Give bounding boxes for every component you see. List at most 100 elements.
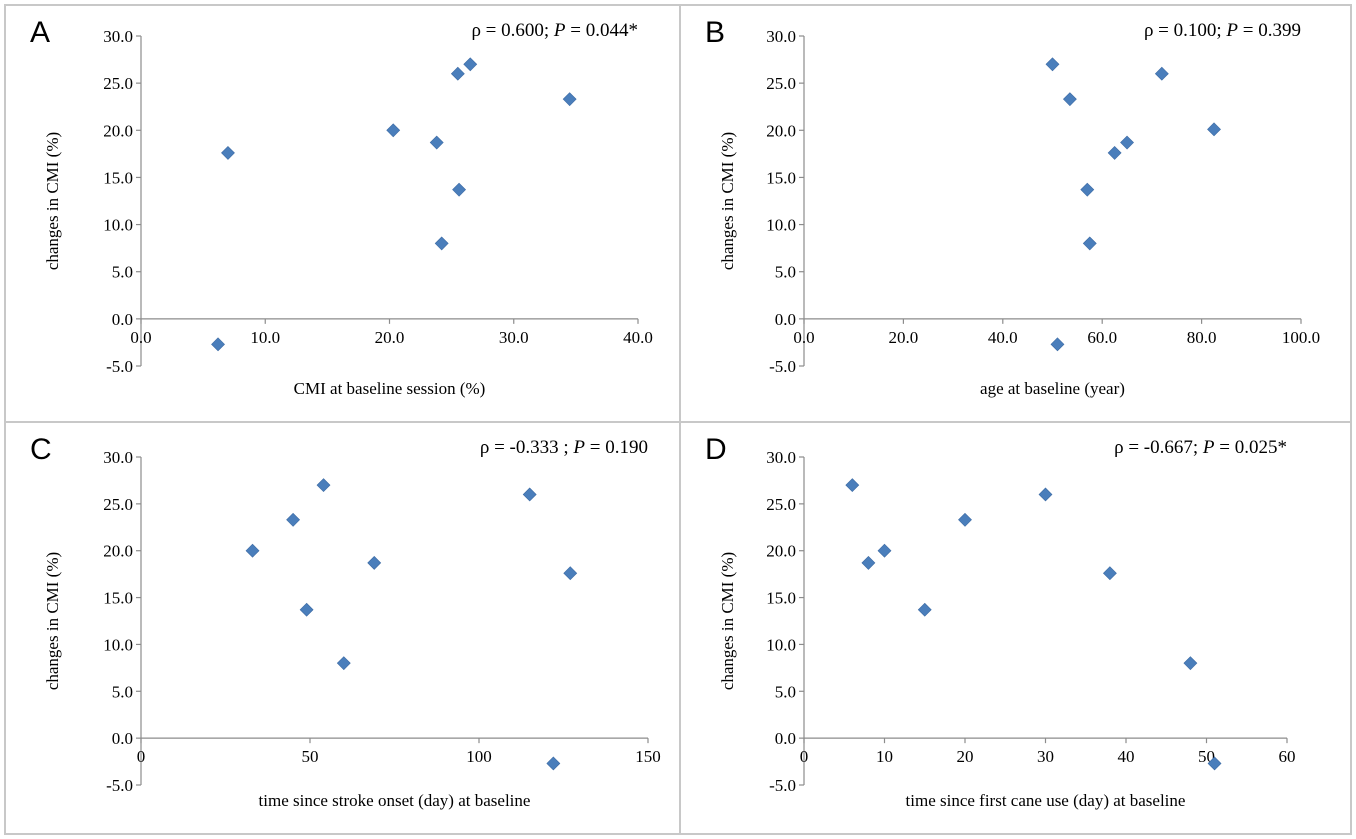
y-tick-label: 5.0 xyxy=(112,682,133,701)
data-point-marker xyxy=(1102,566,1117,581)
data-point-marker xyxy=(245,543,260,558)
data-point-marker xyxy=(211,337,225,352)
y-tick-label: 15.0 xyxy=(103,168,133,187)
data-point-marker xyxy=(434,236,449,251)
x-tick-label: 40 xyxy=(1118,747,1135,766)
stat-rho: ρ = 0.100; xyxy=(1144,20,1226,41)
data-point-marker xyxy=(429,135,444,150)
y-tick-label: -5.0 xyxy=(106,776,133,795)
x-axis-title: CMI at baseline session (%) xyxy=(294,379,486,398)
x-axis-title: time since first cane use (day) at basel… xyxy=(906,791,1186,810)
x-tick-label: 30 xyxy=(1037,747,1054,766)
stat-p-value: = 0.190 xyxy=(585,437,648,458)
data-point-marker xyxy=(450,66,465,81)
x-axis-title: time since stroke onset (day) at baselin… xyxy=(259,791,531,810)
y-tick-label: 25.0 xyxy=(103,74,133,93)
panel-letter: D xyxy=(705,433,727,466)
y-tick-label: 10.0 xyxy=(103,216,133,235)
data-point-marker xyxy=(958,512,972,527)
y-tick-label: 15.0 xyxy=(766,589,796,608)
x-tick-label: 0 xyxy=(137,747,146,766)
y-tick-label: 0.0 xyxy=(775,310,796,329)
y-tick-label: 0.0 xyxy=(112,310,133,329)
y-tick-label: 5.0 xyxy=(775,263,796,282)
x-tick-label: 60 xyxy=(1279,747,1296,766)
y-tick-label: 30.0 xyxy=(766,448,796,467)
data-point-marker xyxy=(1183,656,1198,671)
stat-rho: ρ = -0.333 ; xyxy=(480,437,574,458)
y-tick-label: -5.0 xyxy=(106,357,133,376)
stat-p-value: = 0.025* xyxy=(1215,437,1287,458)
x-tick-label: 60.0 xyxy=(1087,328,1117,347)
stat-rho: ρ = -0.667; xyxy=(1114,437,1203,458)
y-tick-label: 5.0 xyxy=(112,263,133,282)
y-tick-label: 15.0 xyxy=(103,589,133,608)
data-point-marker xyxy=(1062,92,1077,107)
stat-p-symbol: P xyxy=(1225,20,1238,41)
data-point-marker xyxy=(1207,122,1221,137)
x-tick-label: 0.0 xyxy=(793,328,814,347)
data-point-marker xyxy=(1107,145,1122,160)
data-point-marker xyxy=(386,123,401,138)
y-tick-label: 25.0 xyxy=(766,74,796,93)
data-point-marker xyxy=(1038,487,1053,502)
data-point-marker xyxy=(367,555,382,570)
x-tick-label: 50 xyxy=(302,747,319,766)
y-tick-label: 20.0 xyxy=(766,121,796,140)
y-tick-label: 20.0 xyxy=(103,542,133,561)
data-point-marker xyxy=(286,512,301,527)
x-tick-label: 0 xyxy=(800,747,809,766)
x-tick-label: 20 xyxy=(957,747,974,766)
x-axis-title: age at baseline (year) xyxy=(980,379,1125,398)
data-point-marker xyxy=(316,478,331,493)
data-point-marker xyxy=(1050,337,1065,352)
x-tick-label: 150 xyxy=(635,747,661,766)
y-tick-label: -5.0 xyxy=(769,357,796,376)
y-tick-label: 30.0 xyxy=(103,27,133,46)
y-tick-label: 0.0 xyxy=(112,729,133,748)
x-tick-label: 30.0 xyxy=(499,328,529,347)
stat-p-symbol: P xyxy=(572,437,585,458)
stat-p-symbol: P xyxy=(1202,437,1215,458)
data-point-marker xyxy=(845,478,860,493)
y-tick-label: 10.0 xyxy=(766,216,796,235)
x-tick-label: 10.0 xyxy=(250,328,280,347)
data-point-marker xyxy=(336,656,351,671)
x-tick-label: 10 xyxy=(876,747,893,766)
y-tick-label: 30.0 xyxy=(103,448,133,467)
y-tick-label: -5.0 xyxy=(769,776,796,795)
data-point-marker xyxy=(877,543,892,558)
y-tick-label: 30.0 xyxy=(766,27,796,46)
data-point-marker xyxy=(917,602,932,617)
panel-letter: A xyxy=(30,16,50,49)
stat-p-symbol: P xyxy=(553,20,566,41)
y-tick-label: 0.0 xyxy=(775,729,796,748)
data-point-marker xyxy=(463,57,478,72)
panel-letter: B xyxy=(705,16,725,49)
stat-p-value: = 0.044* xyxy=(566,20,638,41)
x-tick-label: 40.0 xyxy=(623,328,653,347)
correlation-stat: ρ = -0.333 ; P = 0.190 xyxy=(480,437,648,458)
stat-rho: ρ = 0.600; xyxy=(471,20,553,41)
data-point-marker xyxy=(522,487,537,502)
x-tick-label: 80.0 xyxy=(1187,328,1217,347)
correlation-stat: ρ = 0.600; P = 0.044* xyxy=(471,20,638,41)
x-tick-label: 100 xyxy=(466,747,492,766)
y-tick-label: 15.0 xyxy=(766,168,796,187)
correlation-stat: ρ = 0.100; P = 0.399 xyxy=(1144,20,1301,41)
x-tick-label: 40.0 xyxy=(988,328,1018,347)
data-point-marker xyxy=(1080,182,1095,197)
x-tick-label: 100.0 xyxy=(1282,328,1320,347)
data-point-marker xyxy=(299,602,314,617)
data-point-marker xyxy=(861,555,876,570)
x-tick-label: 20.0 xyxy=(375,328,405,347)
y-axis-title: changes in CMI (%) xyxy=(43,552,62,690)
y-axis-title: changes in CMI (%) xyxy=(43,132,62,270)
y-tick-label: 25.0 xyxy=(766,495,796,514)
